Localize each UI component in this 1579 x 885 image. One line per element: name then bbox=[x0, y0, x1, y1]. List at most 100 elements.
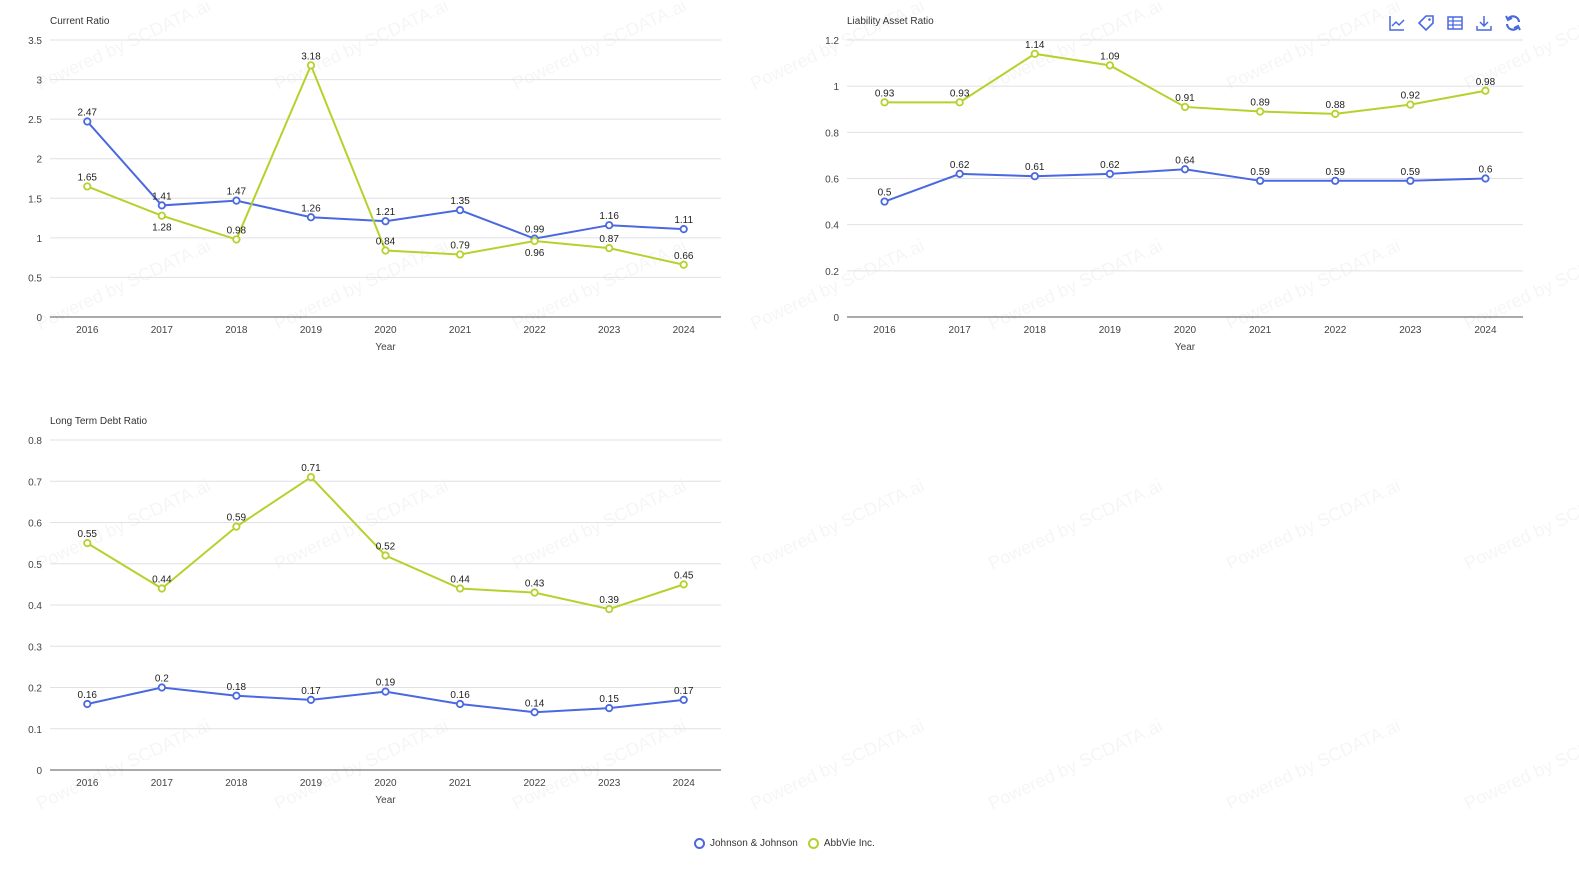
data-point bbox=[530, 708, 539, 717]
watermark-text: Powered by SCDATA.ai bbox=[747, 715, 927, 813]
y-tick-label: 0.4 bbox=[825, 221, 839, 232]
x-tick-label: 2022 bbox=[1324, 325, 1347, 336]
data-point bbox=[955, 98, 964, 107]
x-axis-title: Year bbox=[1175, 342, 1196, 353]
x-axis-title: Year bbox=[375, 795, 396, 806]
data-point bbox=[157, 211, 166, 220]
data-point bbox=[232, 691, 241, 700]
data-point bbox=[605, 244, 614, 253]
data-label: 0.55 bbox=[78, 529, 98, 540]
watermark-text: Powered by SCDATA.ai bbox=[33, 235, 213, 333]
data-point bbox=[679, 695, 688, 704]
data-label: 1.35 bbox=[450, 196, 470, 207]
watermark-text: Powered by SCDATA.ai bbox=[33, 715, 213, 813]
y-tick-label: 0.5 bbox=[28, 560, 42, 571]
data-point bbox=[1481, 86, 1490, 95]
data-point bbox=[455, 584, 465, 593]
data-point bbox=[232, 522, 241, 531]
x-tick-label: 2017 bbox=[151, 778, 174, 789]
data-label: 0.89 bbox=[1250, 98, 1270, 109]
legend-label: Johnson & Johnson bbox=[710, 838, 798, 849]
data-label: 0.88 bbox=[1325, 100, 1345, 111]
tag-icon[interactable] bbox=[1417, 14, 1435, 32]
data-label: 0.44 bbox=[152, 575, 172, 586]
watermark-text: Powered by SCDATA.ai bbox=[985, 235, 1165, 333]
data-label: 0.45 bbox=[674, 570, 694, 581]
x-tick-label: 2023 bbox=[598, 778, 621, 789]
data-label: 0.99 bbox=[525, 225, 545, 236]
legend-marker-icon bbox=[694, 838, 705, 849]
data-point bbox=[880, 197, 889, 206]
watermark-text: Powered by SCDATA.ai bbox=[271, 715, 451, 813]
data-label: 0.16 bbox=[450, 690, 470, 701]
data-point bbox=[1180, 102, 1190, 112]
data-point bbox=[232, 196, 241, 205]
x-tick-label: 2024 bbox=[673, 325, 696, 336]
data-label: 0.62 bbox=[1100, 160, 1120, 171]
y-tick-label: 3.5 bbox=[28, 36, 42, 47]
data-point bbox=[530, 588, 539, 597]
x-tick-label: 2016 bbox=[873, 325, 896, 336]
data-label: 0.15 bbox=[599, 694, 619, 705]
chart-title: Long Term Debt Ratio bbox=[50, 416, 148, 427]
refresh-icon[interactable] bbox=[1504, 14, 1522, 32]
data-point bbox=[1105, 61, 1114, 70]
y-tick-label: 0.6 bbox=[28, 519, 42, 530]
data-label: 0.14 bbox=[525, 698, 545, 709]
data-point bbox=[679, 580, 688, 589]
data-point bbox=[955, 169, 964, 178]
x-tick-label: 2018 bbox=[1024, 325, 1047, 336]
watermark-text: Powered by SCDATA.ai bbox=[33, 475, 213, 573]
download-icon[interactable] bbox=[1475, 14, 1493, 32]
data-label: 0.79 bbox=[450, 240, 470, 251]
y-tick-label: 2 bbox=[36, 155, 42, 166]
legend-item-abbvie[interactable]: AbbVie Inc. bbox=[807, 838, 875, 849]
watermark-text: Powered by SCDATA.ai bbox=[271, 475, 451, 573]
data-point bbox=[1331, 109, 1340, 118]
x-tick-label: 2022 bbox=[523, 325, 546, 336]
data-label: 1.16 bbox=[599, 211, 619, 222]
data-point bbox=[1180, 165, 1190, 174]
watermark-text: Powered by SCDATA.ai bbox=[271, 235, 451, 333]
watermark-text: Powered by SCDATA.ai bbox=[747, 475, 927, 573]
data-label: 0.59 bbox=[1250, 167, 1270, 178]
line-chart-icon[interactable] bbox=[1388, 14, 1406, 32]
data-label: 0.59 bbox=[1325, 167, 1345, 178]
x-tick-label: 2020 bbox=[374, 325, 397, 336]
data-point bbox=[83, 182, 92, 191]
data-label: 0.92 bbox=[1401, 91, 1421, 102]
data-label: 0.6 bbox=[1478, 165, 1492, 176]
y-tick-label: 0.1 bbox=[28, 725, 42, 736]
legend-item-jnj[interactable]: Johnson & Johnson bbox=[694, 838, 798, 849]
y-tick-label: 0.8 bbox=[28, 436, 42, 447]
y-tick-label: 0.3 bbox=[28, 642, 42, 653]
data-label: 0.61 bbox=[1025, 162, 1045, 173]
data-label: 3.18 bbox=[301, 51, 321, 62]
data-point bbox=[605, 704, 614, 713]
x-tick-label: 2021 bbox=[449, 325, 472, 336]
data-label: 1.47 bbox=[227, 187, 247, 198]
data-point bbox=[83, 117, 92, 126]
x-tick-label: 2023 bbox=[598, 325, 621, 336]
data-label: 0.18 bbox=[227, 682, 247, 693]
data-label: 0.87 bbox=[599, 234, 619, 245]
legend-marker-icon bbox=[807, 838, 819, 849]
y-tick-label: 0.7 bbox=[28, 477, 42, 488]
data-point bbox=[306, 61, 316, 70]
watermark-text: Powered by SCDATA.ai bbox=[509, 475, 689, 573]
data-label: 0.5 bbox=[878, 188, 892, 199]
data-table-icon[interactable] bbox=[1446, 14, 1464, 32]
data-point bbox=[83, 699, 92, 709]
watermark-text: Powered by SCDATA.ai bbox=[1223, 475, 1403, 573]
y-tick-label: 0.6 bbox=[825, 175, 839, 186]
watermark-text: Powered by SCDATA.ai bbox=[1461, 715, 1579, 813]
data-label: 0.64 bbox=[1175, 155, 1195, 166]
watermark-text: Powered by SCDATA.ai bbox=[509, 715, 689, 813]
legend-label: AbbVie Inc. bbox=[823, 838, 875, 849]
x-tick-label: 2017 bbox=[151, 325, 174, 336]
x-tick-label: 2019 bbox=[300, 778, 323, 789]
x-tick-label: 2022 bbox=[523, 778, 546, 789]
watermark-text: Powered by SCDATA.ai bbox=[985, 0, 1165, 94]
data-label: 0.96 bbox=[525, 248, 545, 259]
data-label: 1.09 bbox=[1100, 51, 1120, 62]
